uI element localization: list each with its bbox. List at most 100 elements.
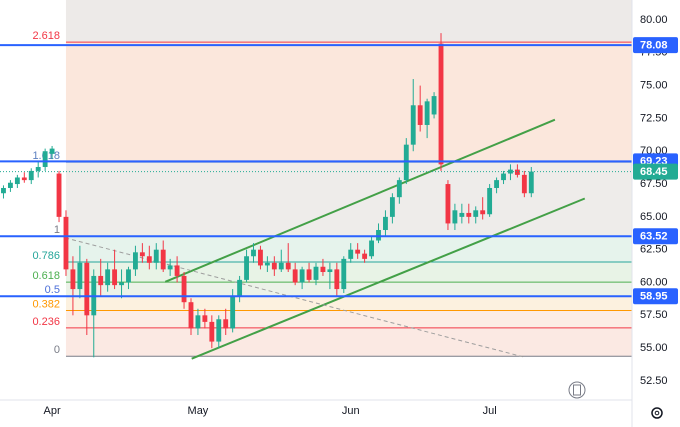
fib-band — [65, 42, 632, 163]
candle-body — [528, 171, 534, 194]
candle-body — [126, 269, 131, 283]
candle-body — [181, 275, 187, 303]
candle-body — [244, 256, 249, 280]
candle-body — [396, 180, 402, 198]
y-tick-label: 62.50 — [640, 244, 668, 256]
fib-label: 2.618 — [32, 30, 60, 42]
candle-body — [237, 279, 243, 296]
candle-body — [264, 262, 270, 266]
x-tick-label: Apr — [44, 405, 61, 417]
fib-label: 0.5 — [45, 284, 60, 296]
x-tick-label: Jun — [342, 405, 360, 417]
candle-body — [438, 43, 444, 165]
x-tick-label: May — [188, 405, 209, 417]
candle-body — [42, 151, 48, 167]
candle-body — [119, 282, 124, 286]
candle-body — [202, 315, 208, 322]
candle-body — [132, 252, 138, 270]
candle-body — [494, 180, 500, 188]
price-tag-label: 58.95 — [640, 291, 668, 303]
fib-label: 0.382 — [32, 298, 60, 310]
candle-body — [445, 184, 451, 224]
candle-body — [341, 258, 347, 290]
candle-body — [410, 105, 416, 145]
candle-body — [160, 249, 166, 270]
candle-body — [431, 96, 437, 115]
time-icon[interactable] — [568, 381, 586, 399]
candle-body — [14, 177, 20, 185]
price-tag-label: 63.52 — [640, 231, 668, 243]
candle-body — [424, 101, 430, 125]
price-tag — [633, 288, 678, 305]
y-tick-label: 52.50 — [640, 375, 668, 387]
icon-glass[interactable] — [573, 384, 581, 396]
candle-body — [452, 210, 458, 224]
candle-body — [84, 262, 90, 316]
gear-center[interactable] — [654, 410, 660, 416]
price-tag — [633, 228, 678, 245]
candle-body — [299, 269, 305, 283]
candle-body — [278, 262, 284, 270]
candle-body — [389, 197, 395, 217]
candle-body — [459, 212, 465, 217]
candle-body — [77, 262, 83, 290]
candle-body — [320, 266, 326, 273]
candle-body — [369, 240, 374, 257]
candle-body — [473, 210, 479, 217]
candle-body — [7, 182, 13, 188]
price-lines — [0, 44, 632, 298]
candle-body — [1, 187, 6, 194]
fib-label: 1 — [54, 224, 60, 236]
candle-body — [285, 262, 291, 270]
y-tick-label: 55.00 — [640, 342, 668, 354]
candle-body — [355, 249, 361, 254]
candle-body — [188, 302, 194, 329]
candle-body — [480, 210, 486, 215]
fib-band — [65, 282, 632, 297]
y-tick-label: 65.00 — [640, 211, 668, 223]
candle-body — [105, 269, 111, 286]
trend-line — [164, 118, 556, 283]
candle-body — [35, 166, 41, 171]
candle-body — [63, 216, 69, 270]
y-tick-label: 75.00 — [640, 79, 668, 91]
candle-body — [112, 269, 118, 286]
candle-body — [223, 319, 229, 329]
candle-body — [334, 269, 340, 290]
candle-body — [167, 265, 173, 270]
y-tick-label: 60.00 — [640, 276, 668, 288]
candles — [1, 33, 534, 358]
candle-body — [383, 216, 388, 230]
trend-line — [191, 197, 586, 360]
candle-body — [230, 295, 236, 329]
fib-label: 0.786 — [32, 250, 60, 262]
candle-body — [306, 269, 312, 280]
last-price-label: 68.45 — [640, 166, 668, 178]
candle-body — [292, 269, 298, 283]
candle-body — [417, 105, 423, 125]
icon-circle[interactable] — [568, 381, 586, 399]
gear[interactable] — [651, 407, 663, 419]
candle-body — [501, 173, 506, 181]
candle-body — [146, 256, 152, 263]
candle-body — [139, 252, 145, 257]
top-band — [65, 0, 632, 43]
candle-body — [28, 170, 34, 181]
candle-body — [153, 249, 159, 263]
price-tag-label: 78.08 — [640, 40, 668, 52]
y-tick-label: 57.50 — [640, 309, 668, 321]
settings-icon[interactable] — [651, 407, 663, 419]
fib-band — [65, 262, 632, 283]
candle-body — [271, 262, 277, 270]
last-price-tag — [633, 163, 678, 180]
y-tick-label: 80.00 — [640, 14, 668, 26]
fib-bands — [65, 0, 632, 357]
candle-body — [70, 269, 76, 290]
candle-body — [98, 275, 104, 286]
candle-body — [216, 319, 222, 342]
candle-body — [466, 212, 472, 217]
candle-body — [56, 173, 62, 217]
fib-band — [65, 310, 632, 328]
candle-body — [21, 177, 27, 181]
